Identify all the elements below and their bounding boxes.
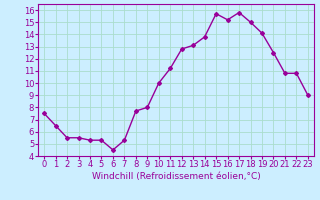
X-axis label: Windchill (Refroidissement éolien,°C): Windchill (Refroidissement éolien,°C) xyxy=(92,172,260,181)
